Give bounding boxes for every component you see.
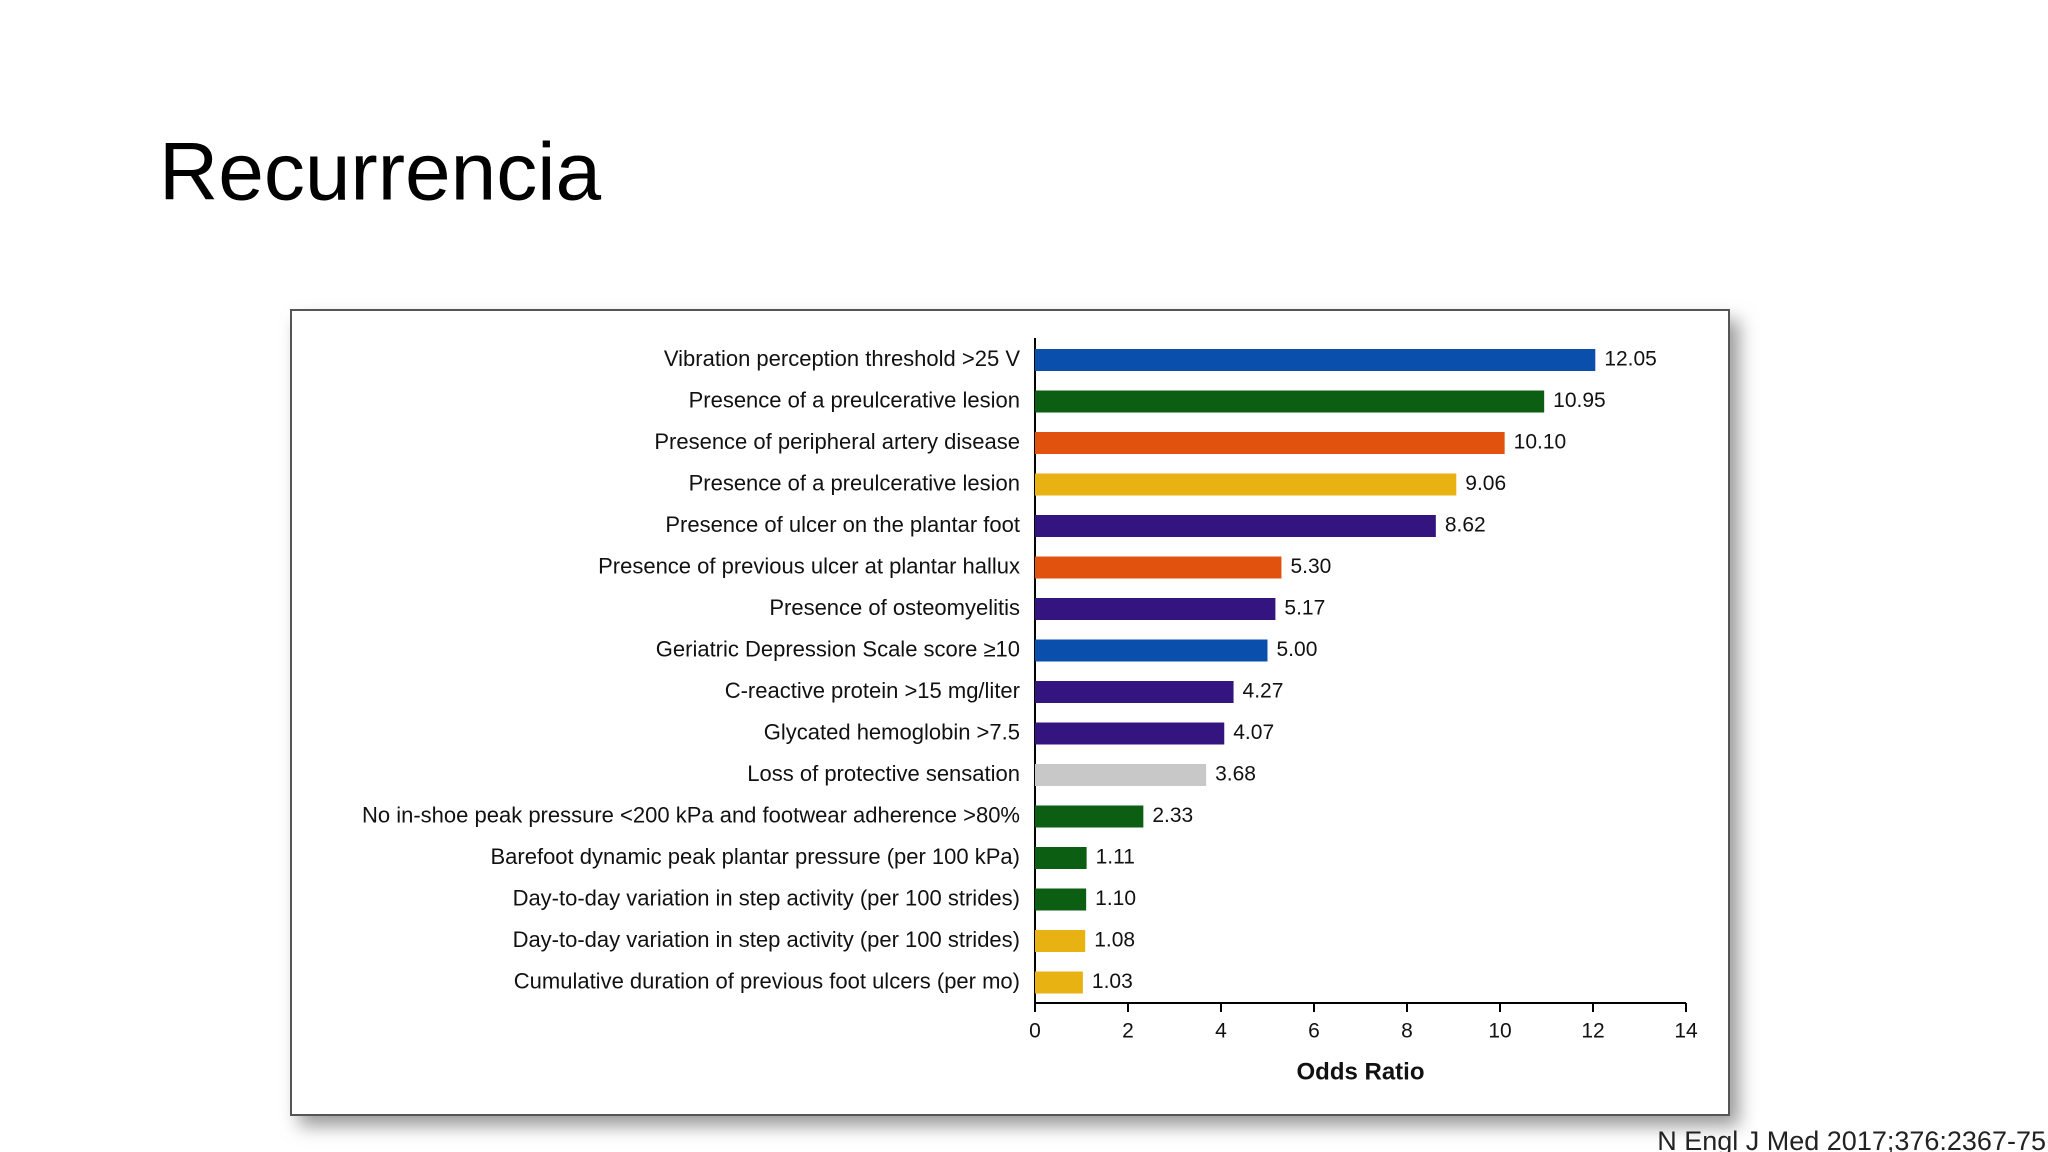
value-label: 2.33 — [1152, 804, 1193, 827]
x-tick-label: 10 — [1488, 1020, 1511, 1043]
value-label: 9.06 — [1465, 472, 1506, 495]
x-tick-label: 6 — [1308, 1020, 1320, 1043]
x-tick-label: 12 — [1581, 1020, 1604, 1043]
category-label: Day-to-day variation in step activity (p… — [513, 885, 1020, 910]
bar — [1035, 556, 1282, 579]
bar — [1035, 681, 1234, 703]
category-label: Loss of protective sensation — [747, 761, 1020, 786]
x-axis-label: Odds Ratio — [1296, 1058, 1424, 1085]
category-label: Day-to-day variation in step activity (p… — [513, 927, 1020, 952]
bar — [1035, 390, 1545, 413]
bar — [1035, 639, 1268, 662]
x-tick-label: 0 — [1029, 1020, 1041, 1043]
bar — [1035, 930, 1086, 952]
category-label: C-reactive protein >15 mg/liter — [725, 678, 1020, 703]
bar — [1035, 432, 1505, 454]
category-label: Geriatric Depression Scale score ≥10 — [656, 636, 1020, 661]
category-label: No in-shoe peak pressure <200 kPa and fo… — [362, 802, 1020, 827]
category-label: Presence of osteomyelitis — [769, 595, 1020, 620]
category-label: Presence of peripheral artery disease — [654, 429, 1020, 454]
bar — [1035, 349, 1596, 371]
bar — [1035, 515, 1436, 537]
bar — [1035, 971, 1083, 994]
x-tick-label: 2 — [1122, 1020, 1134, 1043]
value-label: 1.10 — [1095, 887, 1136, 910]
bar — [1035, 598, 1276, 620]
value-label: 1.03 — [1092, 970, 1133, 993]
category-label: Presence of previous ulcer at plantar ha… — [598, 553, 1020, 578]
category-label: Barefoot dynamic peak plantar pressure (… — [490, 844, 1020, 869]
bar — [1035, 722, 1225, 745]
bar — [1035, 888, 1087, 911]
value-label: 5.30 — [1290, 555, 1331, 578]
value-label: 5.00 — [1277, 638, 1318, 661]
value-label: 4.07 — [1233, 721, 1274, 744]
value-label: 8.62 — [1445, 514, 1486, 537]
value-label: 10.95 — [1553, 389, 1606, 412]
value-label: 4.27 — [1243, 680, 1284, 703]
category-label: Presence of a preulcerative lesion — [689, 387, 1020, 412]
value-label: 3.68 — [1215, 763, 1256, 786]
value-label: 1.11 — [1096, 846, 1135, 869]
value-label: 10.10 — [1514, 431, 1567, 454]
category-label: Cumulative duration of previous foot ulc… — [514, 968, 1020, 993]
slide-title: Recurrencia — [159, 127, 601, 218]
value-label: 1.08 — [1094, 929, 1135, 952]
category-label: Glycated hemoglobin >7.5 — [764, 719, 1020, 744]
bar — [1035, 805, 1144, 828]
x-tick-label: 8 — [1401, 1020, 1413, 1043]
bar — [1035, 473, 1457, 496]
x-tick-label: 14 — [1674, 1020, 1698, 1043]
citation: N Engl J Med 2017;376:2367-75 — [1657, 1126, 2046, 1152]
bar — [1035, 847, 1087, 869]
category-label: Presence of ulcer on the plantar foot — [665, 512, 1020, 537]
value-label: 5.17 — [1284, 597, 1325, 620]
category-label: Vibration perception threshold >25 V — [664, 346, 1020, 371]
x-tick-label: 4 — [1215, 1020, 1227, 1043]
category-label: Presence of a preulcerative lesion — [689, 470, 1020, 495]
value-label: 12.05 — [1604, 348, 1657, 371]
bar — [1035, 764, 1207, 786]
